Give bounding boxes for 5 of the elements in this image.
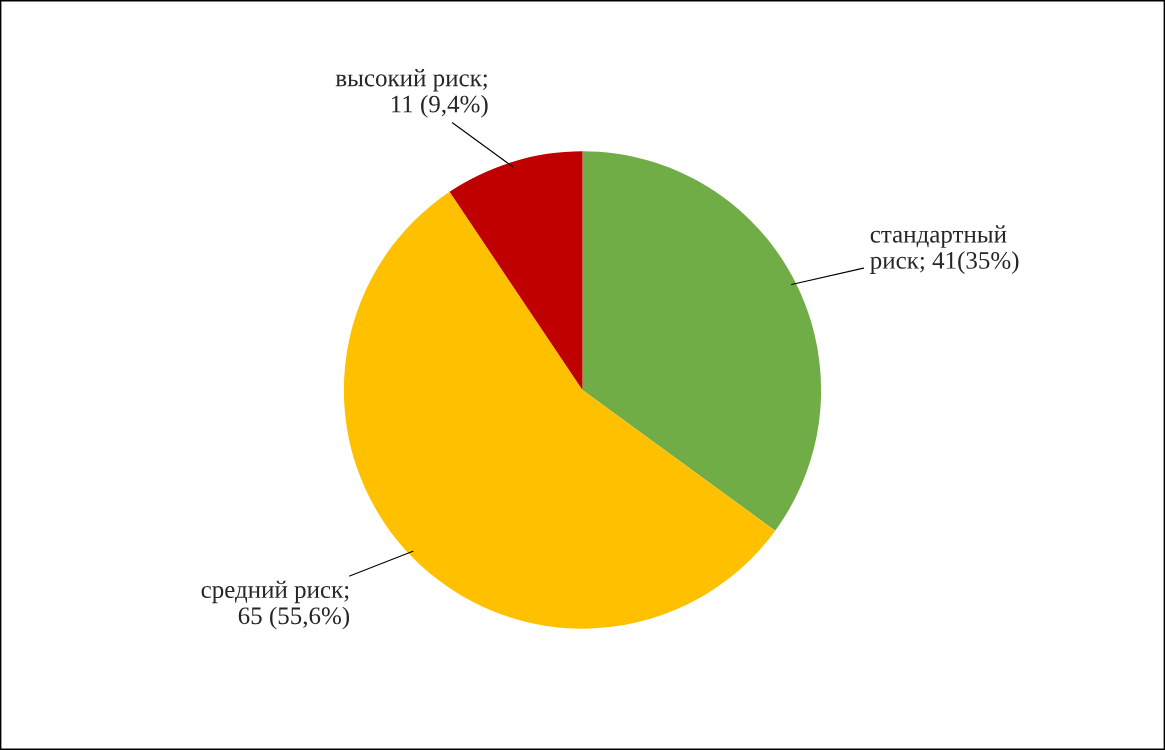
pie-slice <box>582 151 822 531</box>
slice-label: высокий риск; 11 (9,4%) <box>335 69 488 118</box>
pie-slice <box>449 151 583 390</box>
slice-label: средний риск; 65 (55,6%) <box>201 580 350 630</box>
slice-label: стандартный риск; 41(35%) <box>870 225 1019 274</box>
